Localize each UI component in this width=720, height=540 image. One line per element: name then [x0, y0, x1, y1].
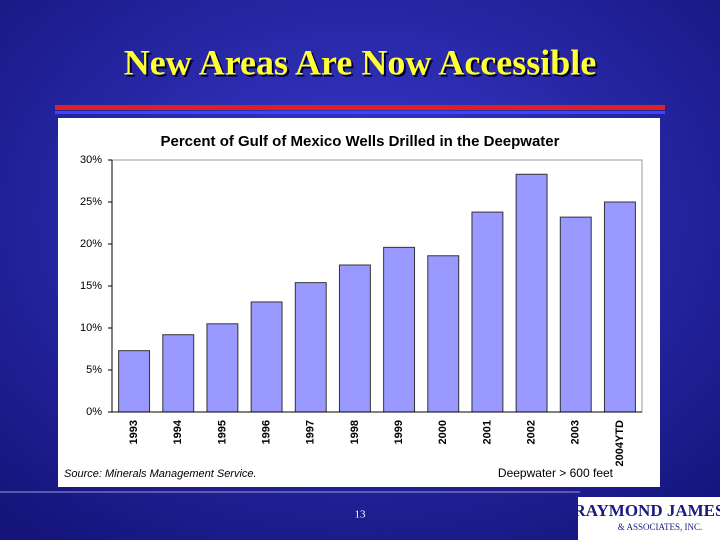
slide-title: New Areas Are Now Accessible: [124, 42, 597, 82]
y-tick-label: 25%: [80, 196, 102, 208]
chart-title: Percent of Gulf of Mexico Wells Drilled …: [161, 133, 560, 150]
x-tick-label: 1994: [172, 419, 184, 444]
logo-box: [578, 497, 720, 540]
bar: [383, 246, 416, 413]
x-tick-label: 2002: [525, 420, 537, 444]
bar: [427, 255, 460, 413]
plot: 0% 5% 10% 15% 20% 25% 30% 1993 1994 1995 1996 1997 1…: [80, 154, 642, 467]
bar: [471, 211, 504, 413]
title-shadow: New Areas Are Now Accessible: [126, 44, 599, 84]
bar: [294, 282, 327, 413]
y-tick-label: 0%: [86, 406, 102, 418]
y-tick-label: 30%: [80, 154, 102, 166]
logo-line2: & ASSOCIATES, INC.: [618, 522, 703, 532]
bar: [559, 216, 592, 413]
bar: [206, 323, 239, 413]
title-rule-blue: [55, 111, 665, 114]
logo-line1: RAYMOND JAMES: [574, 501, 720, 520]
x-tick-label: 2001: [481, 420, 493, 444]
bar: [250, 301, 283, 413]
page-number: 13: [355, 509, 367, 521]
note: Deepwater > 600 feet: [498, 466, 614, 480]
bar: [603, 201, 636, 413]
x-tick-label: 2003: [570, 420, 582, 444]
x-tick-label: 2000: [437, 420, 449, 444]
bar: [118, 350, 151, 413]
bar: [338, 264, 371, 413]
x-tick-label: 1999: [393, 420, 405, 444]
x-tick-label: 1996: [260, 420, 272, 444]
y-tick-label: 5%: [86, 364, 102, 376]
bar: [515, 173, 548, 413]
y-tick-label: 15%: [80, 280, 102, 292]
source: Source: Minerals Management Service.: [64, 468, 257, 480]
x-tick-label: 1998: [349, 420, 361, 444]
x-tick-label: 1995: [216, 420, 228, 444]
bar: [162, 334, 195, 413]
x-tick-label: 2004YTD: [614, 420, 626, 467]
y-tick-label: 10%: [80, 322, 102, 334]
x-tick-label: 1993: [128, 420, 140, 444]
title-rule-red: [55, 105, 665, 110]
y-tick-label: 20%: [80, 238, 102, 250]
x-tick-label: 1997: [305, 420, 317, 444]
